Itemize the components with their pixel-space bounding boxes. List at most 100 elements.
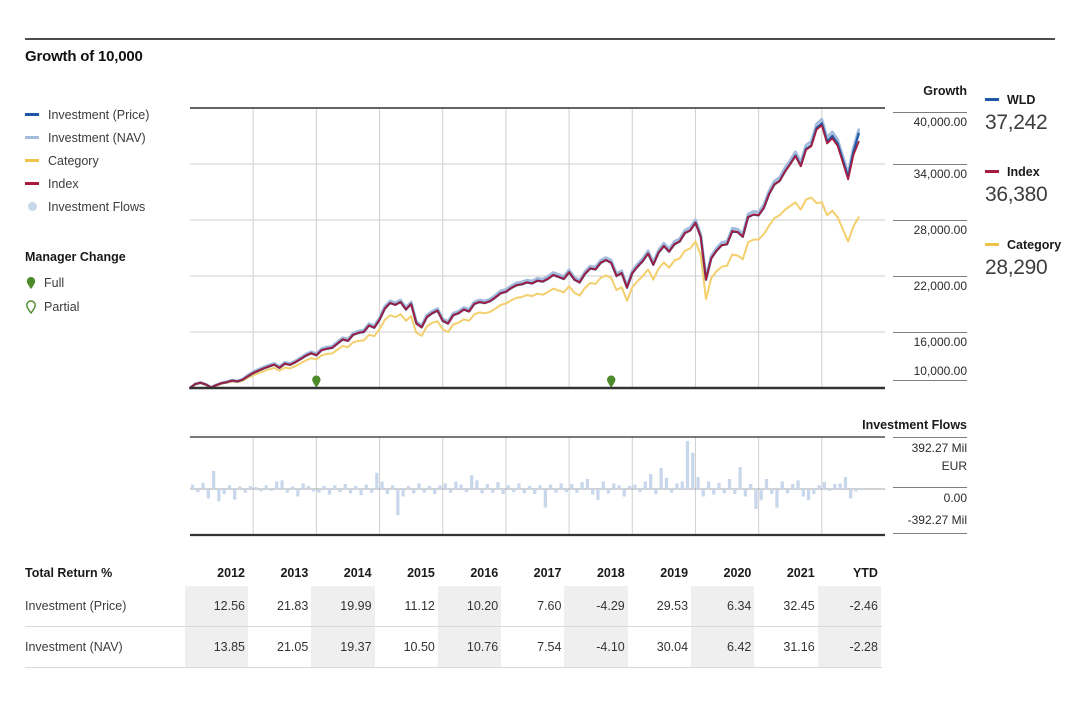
flows-zero-label: 0.00: [943, 491, 967, 505]
flow-bar: [717, 482, 721, 489]
flow-bar: [512, 489, 516, 493]
flow-bar: [633, 484, 637, 489]
flow-bar: [401, 489, 405, 497]
flow-bar: [206, 489, 210, 499]
table-value-cell: 10.50: [403, 640, 435, 654]
flow-bar: [212, 470, 216, 489]
flow-bar: [585, 479, 590, 489]
flows-chart-svg: [190, 436, 885, 537]
flow-bar: [759, 489, 763, 501]
table-value-cell: 21.83: [277, 599, 309, 613]
flow-bar: [438, 485, 442, 489]
manager-change-pin-icon: [26, 277, 36, 289]
flow-bar: [738, 467, 742, 489]
table-value-cell: 30.04: [656, 640, 689, 654]
flow-bar: [796, 480, 800, 489]
dash-swatch-icon: [25, 113, 39, 116]
legend-item-investment-nav-[interactable]: Investment (NAV): [25, 126, 195, 149]
flow-bar: [733, 489, 737, 494]
flow-bar: [427, 485, 432, 489]
table-title: Total Return %: [25, 566, 113, 580]
growth-y-axis: Growth 40,000.00 34,000.00 28,000.00 22,000.…: [893, 84, 967, 396]
flow-bar: [248, 485, 253, 489]
flow-bar: [575, 489, 579, 493]
flow-bar: [222, 489, 226, 494]
growth-tick-line: [893, 276, 967, 277]
end-value-header: Category: [985, 237, 1080, 252]
flows-axis-header: Investment Flows: [862, 418, 967, 432]
flows-min-label: -392.27 Mil: [907, 513, 967, 527]
table-value-cell: 6.34: [691, 586, 755, 626]
table-value-cell: 19.99: [311, 586, 375, 626]
legend-item-investment-price-[interactable]: Investment (Price): [25, 103, 195, 126]
flow-bar: [480, 489, 484, 494]
flow-bar: [412, 489, 416, 494]
growth-axis-header: Growth: [923, 84, 967, 98]
flow-bar: [296, 489, 300, 497]
total-return-table: Total Return % 2012 2013 2014 2015 2016 2017 20…: [25, 560, 882, 668]
manager-change-full[interactable]: Full: [25, 271, 79, 295]
end-value-label: WLD: [1007, 92, 1036, 107]
legend-item-investment-flows[interactable]: Investment Flows: [25, 195, 195, 218]
flow-bar: [785, 489, 790, 494]
legend-item-label: Category: [48, 153, 99, 168]
flow-bar: [854, 489, 858, 492]
flow-bar: [791, 484, 795, 489]
flow-bar: [649, 474, 653, 489]
end-value-label: Category: [1007, 237, 1062, 252]
flow-bar: [343, 484, 347, 489]
table-row: Investment (NAV) 13.85 21.05 19.37 10.50 10.7…: [25, 627, 882, 668]
legend-item-index[interactable]: Index: [25, 172, 195, 195]
series-line-index: [189, 124, 860, 389]
table-value-cell: 13.85: [184, 627, 248, 667]
flow-bar: [833, 484, 837, 489]
flows-tick-line: [893, 533, 967, 534]
flow-bar: [312, 489, 316, 492]
end-value-number: 37,242: [985, 111, 1048, 134]
flow-bar: [622, 489, 626, 497]
flow-bar: [822, 482, 826, 489]
growth-tick-label: 22,000.00: [913, 279, 967, 293]
flow-bar: [527, 485, 532, 489]
flow-bar: [554, 489, 558, 493]
dash-swatch-icon: [25, 136, 39, 139]
flow-bar: [290, 486, 295, 489]
flow-bar: [433, 489, 437, 494]
table-header-row: Total Return % 2012 2013 2014 2015 2016 2017 20…: [25, 560, 882, 586]
flow-bar: [843, 477, 848, 489]
flow-bar: [685, 440, 690, 489]
legend-item-label: Investment (NAV): [48, 130, 146, 145]
page-title: Growth of 10,000: [25, 48, 143, 65]
legend-item-category[interactable]: Category: [25, 149, 195, 172]
flow-bar: [369, 489, 374, 493]
manager-change-label: Full: [44, 276, 65, 290]
manager-change-partial[interactable]: Partial: [25, 295, 79, 319]
flow-bar: [712, 489, 716, 495]
flow-bar: [190, 484, 195, 489]
flow-bar: [570, 484, 574, 489]
end-value-header: Index: [985, 164, 1080, 179]
investment-flows-plot[interactable]: [189, 433, 887, 539]
table-year-header: YTD: [852, 566, 878, 580]
growth-chart-plot[interactable]: [188, 104, 887, 392]
table-year-header: 2016: [470, 566, 499, 580]
flow-bar: [749, 484, 753, 489]
table-value-cell: 32.45: [783, 599, 815, 613]
flow-bar: [364, 484, 368, 489]
flow-bar: [269, 489, 274, 491]
legend-item-label: Investment Flows: [48, 199, 146, 214]
growth-tick-label: 40,000.00: [913, 115, 967, 129]
flow-bar: [422, 489, 426, 493]
flow-bar: [485, 484, 489, 489]
flow-bar: [559, 483, 563, 489]
series-line-category: [189, 196, 860, 389]
manager-change-pin-icon: [26, 300, 36, 314]
flow-bar: [664, 477, 669, 489]
manager-change-pin-marker: [607, 375, 616, 388]
flow-bar: [259, 489, 263, 492]
flow-bar: [470, 475, 474, 489]
flow-bar: [285, 489, 289, 493]
table-year-header: 2015: [407, 566, 435, 580]
flow-bar: [727, 479, 732, 489]
flow-bar: [375, 472, 379, 489]
